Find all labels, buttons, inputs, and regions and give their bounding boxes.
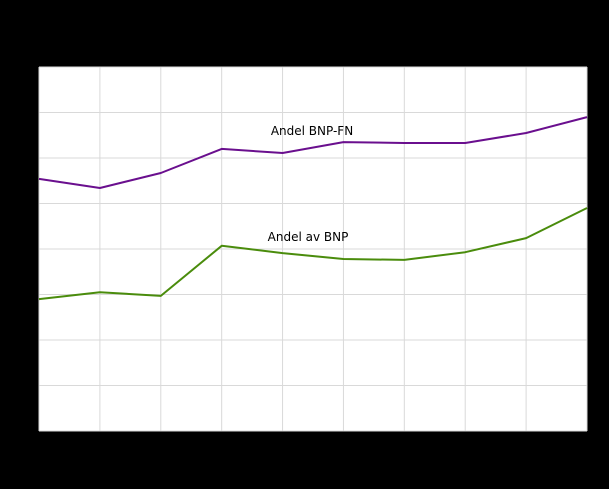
gridlines: [38, 66, 588, 432]
series-lines: [38, 116, 588, 301]
series-line-0: [38, 116, 588, 189]
series-line-1: [38, 207, 588, 301]
series-label-1: Andel av BNP: [268, 230, 349, 244]
series-labels: Andel BNP-FN Andel av BNP: [268, 124, 354, 244]
series-label-0: Andel BNP-FN: [271, 124, 353, 138]
